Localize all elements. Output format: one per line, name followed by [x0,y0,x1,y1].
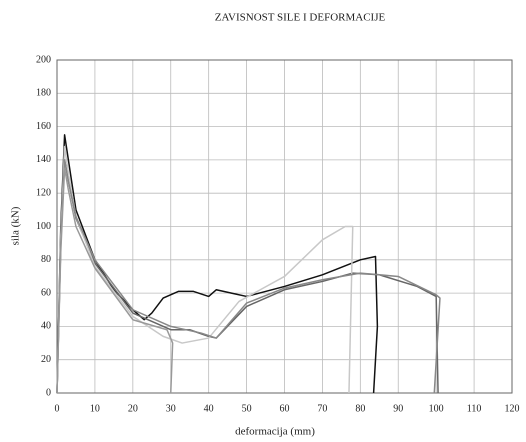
data-line [56,167,174,394]
x-tick-label: 10 [90,403,100,414]
x-tick-label: 90 [393,403,403,414]
y-tick-label: 100 [36,221,51,232]
x-tick-label: 60 [280,403,290,414]
data-line [56,134,379,394]
data-line [56,159,439,394]
plot-frame [56,59,513,394]
x-tick-label: 80 [355,403,365,414]
x-tick-label: 120 [505,403,520,414]
x-tick-label: 70 [317,403,327,414]
x-tick-label: 40 [204,403,214,414]
x-tick-label: 20 [128,403,138,414]
y-axis-label: sila (kN) [10,206,22,245]
y-tick-label: 20 [41,354,51,365]
y-tick-label: 80 [41,254,51,265]
y-tick-label: 60 [41,287,51,298]
x-axis-label: deformacija (mm) [235,426,315,438]
y-tick-label: 160 [36,121,51,132]
y-tick-label: 140 [36,154,51,165]
x-tick-label: 30 [166,403,176,414]
y-tick-label: 180 [36,88,51,99]
x-tick-label: 100 [429,403,444,414]
y-tick-label: 40 [41,321,51,332]
y-tick-label: 0 [46,387,51,398]
data-line [56,145,354,394]
y-tick-label: 120 [36,187,51,198]
chart-title: ZAVISNOST SILE I DEFORMACIJE [215,12,386,24]
y-tick-label: 200 [36,54,51,65]
data-line [56,159,441,394]
x-tick-label: 110 [467,403,482,414]
x-tick-label: 50 [242,403,252,414]
x-tick-label: 0 [55,403,60,414]
